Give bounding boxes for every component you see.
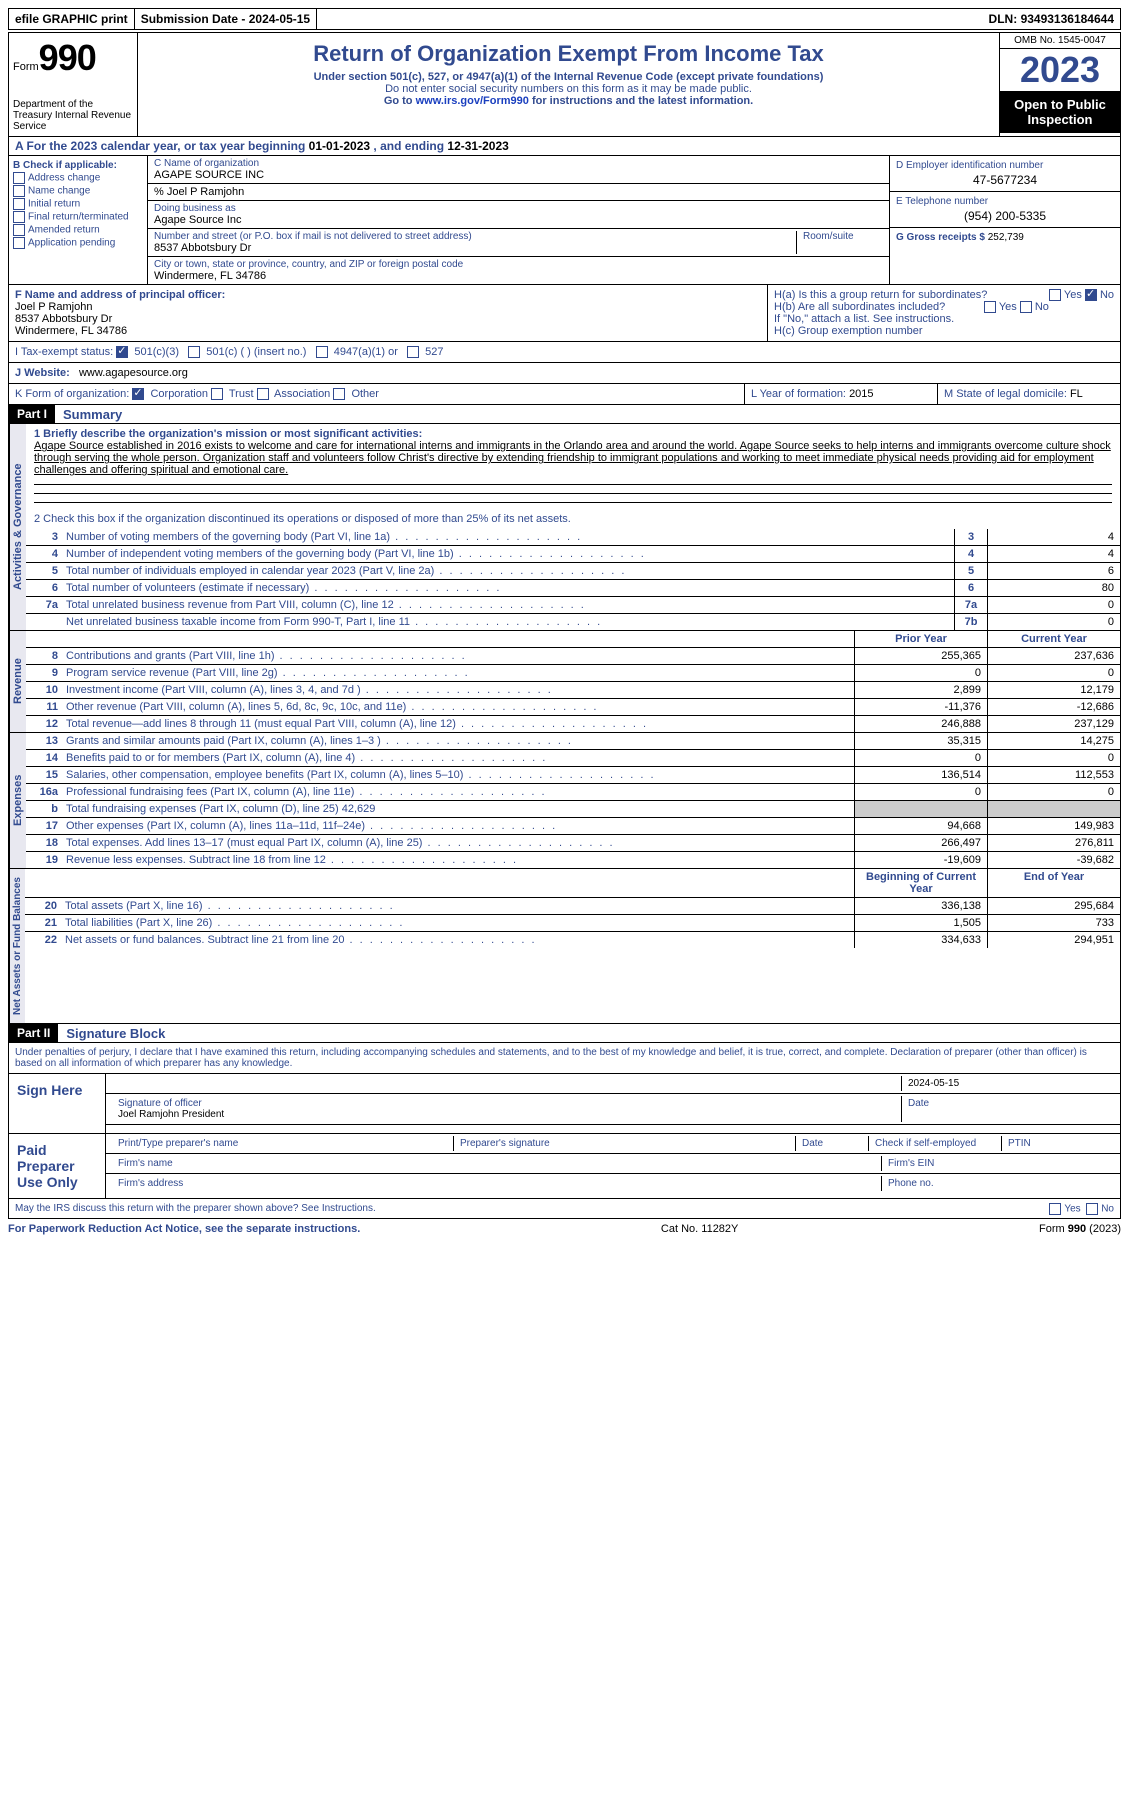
line-6: 6Total number of volunteers (estimate if…: [26, 580, 1120, 597]
page-footer: For Paperwork Reduction Act Notice, see …: [8, 1219, 1121, 1239]
ssn-note: Do not enter social security numbers on …: [146, 83, 991, 95]
line-13: 13Grants and similar amounts paid (Part …: [26, 733, 1120, 750]
expenses-section: Expenses 13Grants and similar amounts pa…: [8, 733, 1121, 869]
line-9: 9Program service revenue (Part VIII, lin…: [26, 665, 1120, 682]
col-c: C Name of organizationAGAPE SOURCE INC %…: [148, 156, 890, 284]
info-grid: B Check if applicable: Address change Na…: [8, 156, 1121, 285]
irs-link[interactable]: www.irs.gov/Form990: [416, 95, 529, 107]
efile-label: efile GRAPHIC print: [9, 9, 135, 29]
tax-year: 2023: [1000, 49, 1120, 91]
line-5: 5Total number of individuals employed in…: [26, 563, 1120, 580]
line-19: 19Revenue less expenses. Subtract line 1…: [26, 852, 1120, 868]
line-17: 17Other expenses (Part IX, column (A), l…: [26, 818, 1120, 835]
dln: DLN: 93493136184644: [983, 9, 1120, 29]
line-7a: 7aTotal unrelated business revenue from …: [26, 597, 1120, 614]
submission-date: Submission Date - 2024-05-15: [135, 9, 317, 29]
row-f: F Name and address of principal officer:…: [8, 285, 1121, 342]
declaration: Under penalties of perjury, I declare th…: [8, 1043, 1121, 1074]
line-3: 3Number of voting members of the governi…: [26, 529, 1120, 546]
row-i: I Tax-exempt status: 501(c)(3) 501(c) ( …: [8, 342, 1121, 363]
part1-header: Part ISummary: [8, 405, 1121, 424]
col-d: D Employer identification number47-56772…: [890, 156, 1120, 284]
line-18: 18Total expenses. Add lines 13–17 (must …: [26, 835, 1120, 852]
col-b: B Check if applicable: Address change Na…: [9, 156, 148, 284]
omb-number: OMB No. 1545-0047: [1000, 33, 1120, 49]
line-21: 21Total liabilities (Part X, line 26)1,5…: [25, 915, 1120, 932]
line-16a: 16aProfessional fundraising fees (Part I…: [26, 784, 1120, 801]
line-12: 12Total revenue—add lines 8 through 11 (…: [26, 716, 1120, 732]
discuss-row: May the IRS discuss this return with the…: [8, 1199, 1121, 1219]
section-a: A For the 2023 calendar year, or tax yea…: [8, 137, 1121, 156]
line-11: 11Other revenue (Part VIII, column (A), …: [26, 699, 1120, 716]
form-number: Form990: [13, 37, 133, 79]
goto-note: Go to www.irs.gov/Form990 for instructio…: [146, 95, 991, 107]
line-8: 8Contributions and grants (Part VIII, li…: [26, 648, 1120, 665]
row-k: K Form of organization: Corporation Trus…: [8, 384, 1121, 405]
top-bar: efile GRAPHIC print Submission Date - 20…: [8, 8, 1121, 30]
mission: 1 Briefly describe the organization's mi…: [26, 424, 1120, 529]
line-20: 20Total assets (Part X, line 16)336,1382…: [25, 898, 1120, 915]
netassets-section: Net Assets or Fund Balances Beginning of…: [8, 869, 1121, 1024]
form-header: Form990 Department of the Treasury Inter…: [8, 32, 1121, 137]
governance-section: Activities & Governance 1 Briefly descri…: [8, 424, 1121, 631]
dept-label: Department of the Treasury Internal Reve…: [13, 99, 133, 132]
part2-header: Part IISignature Block: [8, 1024, 1121, 1043]
line-4: 4Number of independent voting members of…: [26, 546, 1120, 563]
line-14: 14Benefits paid to or for members (Part …: [26, 750, 1120, 767]
row-j: J Website: www.agapesource.org: [8, 363, 1121, 384]
sign-here: Sign Here 2024-05-15 Signature of office…: [8, 1074, 1121, 1134]
line-15: 15Salaries, other compensation, employee…: [26, 767, 1120, 784]
line-22: 22Net assets or fund balances. Subtract …: [25, 932, 1120, 948]
form-subtitle: Under section 501(c), 527, or 4947(a)(1)…: [146, 71, 991, 83]
line-: Net unrelated business taxable income fr…: [26, 614, 1120, 630]
line-b: bTotal fundraising expenses (Part IX, co…: [26, 801, 1120, 818]
line-10: 10Investment income (Part VIII, column (…: [26, 682, 1120, 699]
form-title: Return of Organization Exempt From Incom…: [146, 41, 991, 67]
open-inspection: Open to Public Inspection: [1000, 91, 1120, 133]
revenue-section: Revenue Prior YearCurrent Year 8Contribu…: [8, 631, 1121, 733]
paid-preparer: Paid Preparer Use Only Print/Type prepar…: [8, 1134, 1121, 1199]
